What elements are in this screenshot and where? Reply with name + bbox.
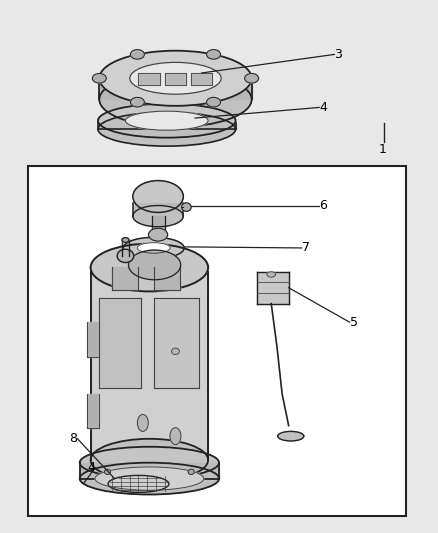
Ellipse shape [123, 237, 184, 259]
Ellipse shape [99, 51, 252, 106]
Ellipse shape [188, 469, 194, 474]
Ellipse shape [133, 181, 184, 213]
Ellipse shape [148, 228, 168, 241]
Ellipse shape [92, 74, 106, 83]
Text: 5: 5 [350, 316, 357, 329]
Polygon shape [80, 463, 219, 479]
Ellipse shape [117, 249, 134, 263]
Ellipse shape [131, 50, 145, 59]
Bar [138, 73, 160, 85]
Polygon shape [98, 123, 236, 129]
Text: 1: 1 [378, 143, 386, 156]
Ellipse shape [267, 272, 276, 277]
Polygon shape [257, 272, 289, 304]
Ellipse shape [99, 72, 252, 127]
Text: 6: 6 [319, 199, 327, 212]
Ellipse shape [138, 415, 148, 431]
Ellipse shape [170, 427, 181, 445]
Ellipse shape [98, 112, 236, 146]
Text: 8: 8 [70, 432, 78, 446]
Ellipse shape [91, 439, 208, 481]
Text: 4: 4 [319, 101, 327, 114]
Ellipse shape [80, 463, 219, 495]
Polygon shape [154, 266, 180, 290]
Ellipse shape [207, 98, 220, 107]
Polygon shape [113, 266, 138, 290]
Ellipse shape [172, 348, 180, 354]
Polygon shape [91, 272, 208, 460]
Ellipse shape [137, 243, 170, 253]
Ellipse shape [133, 206, 184, 227]
Polygon shape [87, 394, 99, 428]
Polygon shape [133, 203, 184, 216]
Bar [28, 166, 406, 516]
Ellipse shape [278, 431, 304, 441]
Text: 3: 3 [334, 48, 342, 61]
Polygon shape [152, 216, 165, 235]
Ellipse shape [182, 203, 191, 212]
Ellipse shape [125, 111, 208, 130]
Ellipse shape [95, 467, 204, 490]
Bar [165, 73, 186, 85]
Ellipse shape [128, 250, 181, 280]
Text: 4: 4 [87, 462, 95, 474]
Ellipse shape [91, 244, 208, 292]
Ellipse shape [98, 104, 236, 138]
Ellipse shape [80, 447, 219, 479]
Ellipse shape [105, 469, 110, 474]
Polygon shape [87, 322, 99, 357]
Ellipse shape [122, 238, 129, 243]
Bar [191, 73, 212, 85]
Ellipse shape [207, 50, 220, 59]
Ellipse shape [131, 98, 145, 107]
Ellipse shape [130, 62, 221, 94]
Polygon shape [99, 84, 252, 100]
Ellipse shape [245, 74, 258, 83]
Polygon shape [154, 298, 199, 389]
Polygon shape [99, 298, 141, 389]
Ellipse shape [108, 475, 169, 492]
Text: 7: 7 [302, 241, 310, 254]
